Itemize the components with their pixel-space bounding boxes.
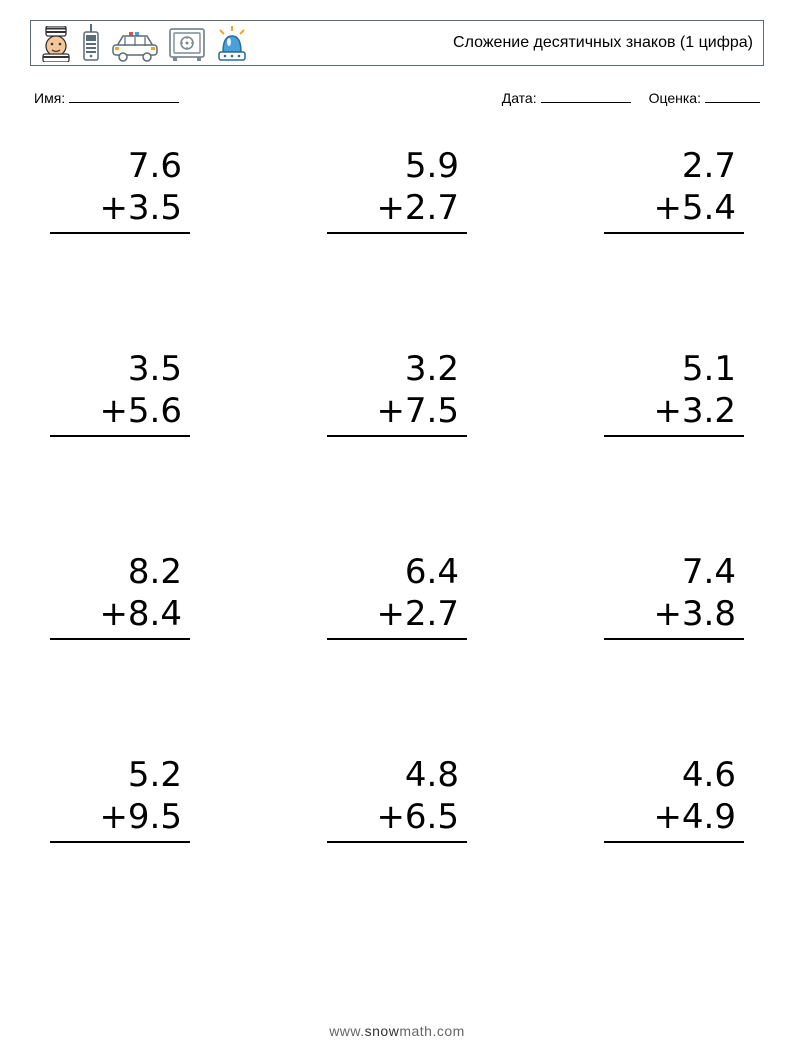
problem: 7.4+3.8 [604, 552, 744, 640]
footer-prefix: www. [329, 1023, 364, 1039]
problem: 7.6+3.5 [50, 146, 190, 234]
problem: 2.7+5.4 [604, 146, 744, 234]
problem: 5.2+9.5 [50, 755, 190, 843]
problems-grid: 7.6+3.55.9+2.72.7+5.43.5+5.63.2+7.55.1+3… [30, 146, 764, 1023]
police-car-icon [111, 32, 159, 62]
problem-top: 7.6 [50, 146, 190, 186]
problem-bottom: +6.5 [327, 795, 467, 843]
footer-suffix: .com [432, 1023, 464, 1039]
problem: 6.4+2.7 [327, 552, 467, 640]
problem-top: 3.2 [327, 349, 467, 389]
grade-blank[interactable] [705, 88, 760, 103]
problem: 8.2+8.4 [50, 552, 190, 640]
problem-top: 2.7 [604, 146, 744, 186]
problem: 4.8+6.5 [327, 755, 467, 843]
problem-top: 5.2 [50, 755, 190, 795]
walkie-talkie-icon [81, 24, 101, 62]
problem-bottom: +9.5 [50, 795, 190, 843]
footer-brand-a: snow [365, 1023, 400, 1039]
header-box: Сложение десятичных знаков (1 цифра) [30, 20, 764, 66]
problem-bottom: +5.4 [604, 186, 744, 234]
problem-bottom: +4.9 [604, 795, 744, 843]
name-blank[interactable] [69, 88, 179, 103]
date-blank[interactable] [541, 88, 631, 103]
problem-row: 5.2+9.5 4.8+6.5 4.6+4.9 [50, 755, 744, 843]
problem-row: 7.6+3.5 5.9+2.7 2.7+5.4 [50, 146, 744, 234]
page-title: Сложение десятичных знаков (1 цифра) [453, 34, 753, 52]
siren-icon [215, 26, 249, 62]
problem-bottom: +3.5 [50, 186, 190, 234]
problem-bottom: +5.6 [50, 389, 190, 437]
problem: 4.6+4.9 [604, 755, 744, 843]
problem-row: 3.5+5.6 3.2+7.5 5.1+3.2 [50, 349, 744, 437]
problem-top: 5.9 [327, 146, 467, 186]
date-label: Дата: [502, 90, 537, 106]
prisoner-icon [41, 26, 71, 62]
problem: 5.1+3.2 [604, 349, 744, 437]
footer: www.snowmath.com [30, 1023, 764, 1039]
header-icons [41, 24, 249, 62]
grade-label: Оценка: [649, 90, 701, 106]
problem-bottom: +2.7 [327, 186, 467, 234]
meta-row: Имя: Дата: Оценка: [34, 88, 760, 106]
problem-top: 8.2 [50, 552, 190, 592]
problem-top: 4.8 [327, 755, 467, 795]
problem-bottom: +8.4 [50, 592, 190, 640]
problem: 3.5+5.6 [50, 349, 190, 437]
worksheet-page: Сложение десятичных знаков (1 цифра) Имя… [0, 0, 794, 1053]
problem-top: 6.4 [327, 552, 467, 592]
problem-bottom: +2.7 [327, 592, 467, 640]
problem-row: 8.2+8.4 6.4+2.7 7.4+3.8 [50, 552, 744, 640]
problem-bottom: +3.2 [604, 389, 744, 437]
safe-icon [169, 28, 205, 62]
problem-bottom: +3.8 [604, 592, 744, 640]
problem: 3.2+7.5 [327, 349, 467, 437]
problem: 5.9+2.7 [327, 146, 467, 234]
problem-top: 7.4 [604, 552, 744, 592]
problem-top: 5.1 [604, 349, 744, 389]
problem-top: 4.6 [604, 755, 744, 795]
name-label: Имя: [34, 90, 65, 106]
footer-brand-b: math [399, 1023, 432, 1039]
problem-top: 3.5 [50, 349, 190, 389]
problem-bottom: +7.5 [327, 389, 467, 437]
